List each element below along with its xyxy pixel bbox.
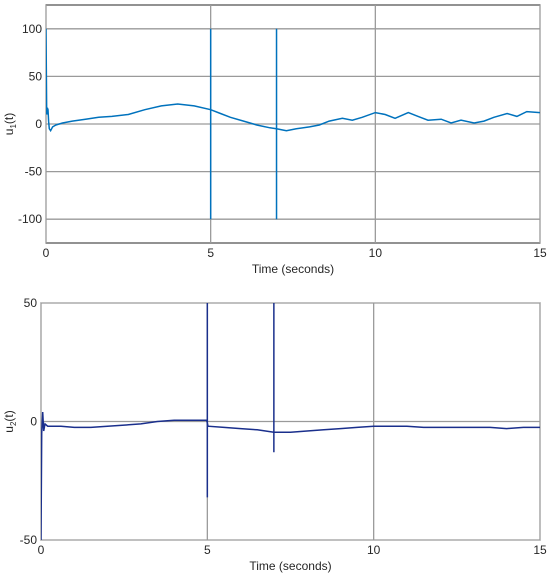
top-series-u1 [46,28,540,220]
bottom-x-tick-label: 0 [38,543,45,557]
top-ylabel-sub: 1 [9,124,18,129]
top-ticks: 0 5 10 15 100 50 0 -50 -100 [18,22,547,260]
top-panel: 0 5 10 15 100 50 0 -50 -100 Time (seconds) u1(t) [2,4,547,276]
top-series-line [46,28,540,133]
top-x-axis-label: Time (seconds) [252,262,334,276]
bottom-ylabel-suffix: (t) [2,410,16,421]
top-ylabel-main: u [2,129,16,136]
top-x-tick-label: 15 [533,246,547,260]
top-ylabel-suffix: (t) [2,113,16,124]
bottom-y-tick-label: 50 [24,296,38,310]
bottom-x-tick-label: 5 [204,543,211,557]
bottom-ylabel-sub: 2 [9,421,18,426]
top-x-tick-label: 5 [207,246,214,260]
top-y-axis-label: u1(t) [2,113,18,135]
bottom-y-tick-label: 0 [30,415,37,429]
bottom-series-u2 [41,303,540,540]
top-y-tick-label: -50 [25,165,43,179]
top-y-tick-label: 50 [29,69,43,83]
top-x-tick-label: 0 [43,246,50,260]
bottom-y-tick-label: -50 [20,533,38,547]
top-x-tick-label: 10 [369,246,383,260]
top-y-tick-label: 100 [22,22,42,36]
top-y-tick-label: 0 [35,117,42,131]
bottom-y-axis-label: u2(t) [2,410,18,432]
bottom-x-tick-label: 10 [367,543,381,557]
bottom-x-tick-label: 15 [533,543,547,557]
bottom-x-axis-label: Time (seconds) [249,559,331,573]
bottom-ylabel-main: u [2,426,16,433]
top-y-tick-label: -100 [18,212,42,226]
bottom-series-line [41,411,540,540]
